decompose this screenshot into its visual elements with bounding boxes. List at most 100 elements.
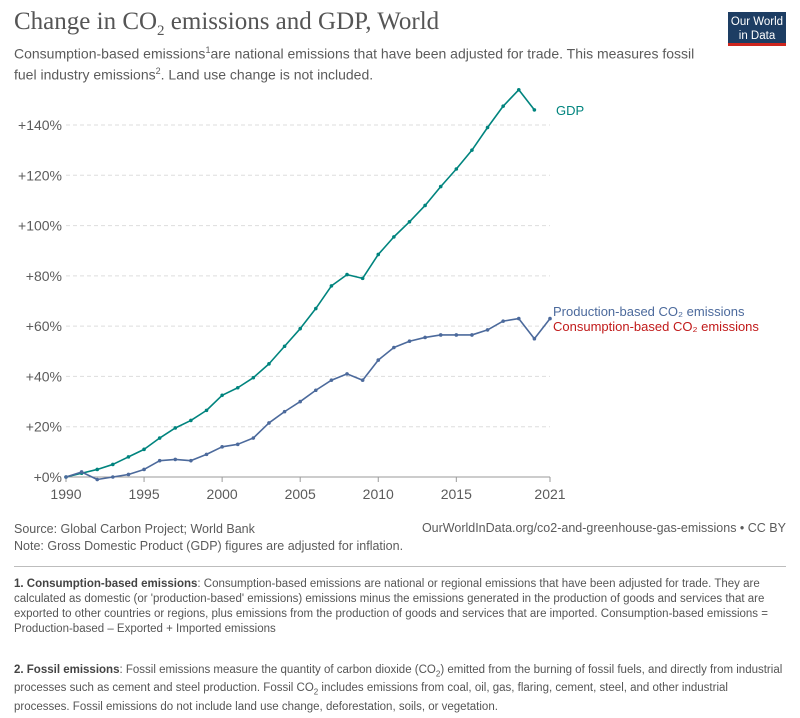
y-tick-label: +80%	[26, 268, 62, 284]
y-tick-label: +120%	[18, 167, 62, 183]
footnote-2: 2. Fossil emissions: Fossil emissions me…	[14, 663, 784, 715]
series-label-production: Production-based CO₂ emissions	[553, 304, 745, 319]
data-point	[157, 458, 162, 463]
data-point	[532, 108, 537, 112]
footnote-1-title: 1. Consumption-based emissions	[14, 578, 198, 590]
footnote-2-sub-2: 2	[313, 687, 319, 697]
data-point	[407, 339, 412, 344]
x-tick-label: 1990	[50, 486, 81, 502]
title-subscript: 2	[157, 23, 165, 39]
title-main: Change in CO	[14, 8, 158, 35]
footnote-2-sub-1: 2	[435, 669, 441, 679]
data-point	[392, 345, 396, 350]
data-point	[142, 467, 146, 472]
data-point	[173, 457, 178, 462]
x-tick-label: 2005	[285, 486, 316, 502]
data-point	[189, 458, 193, 463]
y-tick-label: +60%	[26, 318, 62, 334]
subtitle-part-c: . Land use change is not included.	[160, 66, 374, 83]
data-point	[204, 452, 209, 457]
owid-logo[interactable]: Our World in Data	[728, 12, 786, 46]
data-point	[126, 455, 131, 459]
footnote-ref-2[interactable]: 2	[155, 65, 161, 76]
footnote-ref-1[interactable]: 1	[205, 45, 211, 55]
data-point	[501, 104, 505, 108]
data-point	[485, 125, 490, 130]
data-point	[438, 184, 443, 189]
logo-line-2: in Data	[738, 30, 776, 42]
data-point	[516, 88, 521, 92]
data-point	[64, 475, 68, 479]
data-point	[111, 462, 115, 467]
footnote-2-text-c: includes emissions from coal, oil, gas, …	[14, 682, 728, 713]
series-line	[65, 89, 536, 478]
subtitle-part-a: Consumption-based emissions	[14, 45, 206, 62]
data-point	[516, 316, 521, 321]
data-point	[454, 333, 459, 337]
data-point	[548, 316, 552, 321]
data-point	[157, 436, 162, 440]
x-tick-label: 2010	[363, 486, 394, 502]
data-point	[360, 378, 365, 383]
footnote-1: 1. Consumption-based emissions: Consumpt…	[14, 577, 784, 637]
data-point	[111, 475, 115, 479]
data-point	[392, 235, 396, 239]
data-point	[282, 344, 287, 349]
note-text: Note: Gross Domestic Product (GDP) figur…	[14, 539, 404, 553]
title-rest: emissions and GDP, World	[164, 8, 440, 35]
y-tick-label: +100%	[18, 218, 62, 234]
label-layer: GDP Production-based CO₂ emissionsConsump…	[553, 103, 759, 334]
data-point	[220, 445, 224, 449]
x-tick-label: 1995	[128, 486, 159, 502]
subtitle-part-b: are national emissions that have been ad…	[14, 45, 695, 83]
data-point	[314, 306, 318, 311]
data-point	[314, 388, 318, 393]
data-point	[95, 467, 100, 472]
data-point	[235, 385, 240, 390]
data-point	[407, 220, 412, 224]
data-point	[329, 378, 334, 383]
footnote-1-text: : Consumption-based emissions are nation…	[14, 578, 768, 635]
footnote-2-text-b: ) emitted from the burning of fossil fue…	[14, 664, 783, 695]
data-point	[282, 409, 287, 414]
y-tick-label: +140%	[18, 117, 62, 133]
data-point	[220, 393, 224, 398]
data-point	[376, 358, 381, 362]
divider	[14, 566, 786, 567]
data-point	[438, 333, 443, 337]
data-point	[532, 336, 537, 341]
chart-subtitle: Consumption-based emissions1are national…	[14, 42, 714, 83]
data-point	[267, 362, 271, 366]
chart-footer: Source: Global Carbon Project; World Ban…	[14, 521, 403, 555]
source-url-link[interactable]: OurWorldInData.org/co2-and-greenhouse-ga…	[421, 521, 786, 535]
data-point	[267, 421, 271, 425]
footnote-2-title: 2. Fossil emissions	[14, 664, 120, 676]
x-tick-label: 2000	[207, 486, 238, 502]
series-label-consumption: Consumption-based CO₂ emissions	[553, 319, 759, 334]
source-text: Source: Global Carbon Project; World Ban…	[14, 522, 255, 536]
y-tick-label: +20%	[26, 419, 62, 435]
data-point	[235, 442, 240, 447]
data-point	[454, 167, 459, 171]
chart-title: Change in CO2 emissions and GDP, World	[14, 8, 439, 40]
data-point	[189, 418, 193, 423]
data-point	[329, 284, 334, 288]
series-label-gdp: GDP	[556, 103, 584, 118]
data-point	[251, 375, 256, 380]
data-point	[345, 272, 349, 277]
data-point	[142, 447, 146, 452]
data-point	[485, 328, 490, 332]
data-point	[298, 326, 302, 331]
data-point	[423, 335, 427, 340]
data-point	[173, 426, 178, 430]
line-chart: +0% +20% +40% +60% +80% +100% +120% +140% 1990 19…	[18, 88, 759, 502]
axis-layer: +0% +20% +40% +60% +80% +100% +120% +140% 1990 19…	[18, 117, 566, 502]
x-tick-label: 2021	[534, 486, 565, 502]
data-point	[204, 408, 209, 413]
data-point	[470, 333, 474, 337]
data-point	[470, 148, 474, 152]
data-point	[298, 399, 302, 404]
data-point	[501, 319, 505, 323]
data-point	[423, 203, 427, 208]
y-tick-label: +0%	[34, 469, 62, 485]
